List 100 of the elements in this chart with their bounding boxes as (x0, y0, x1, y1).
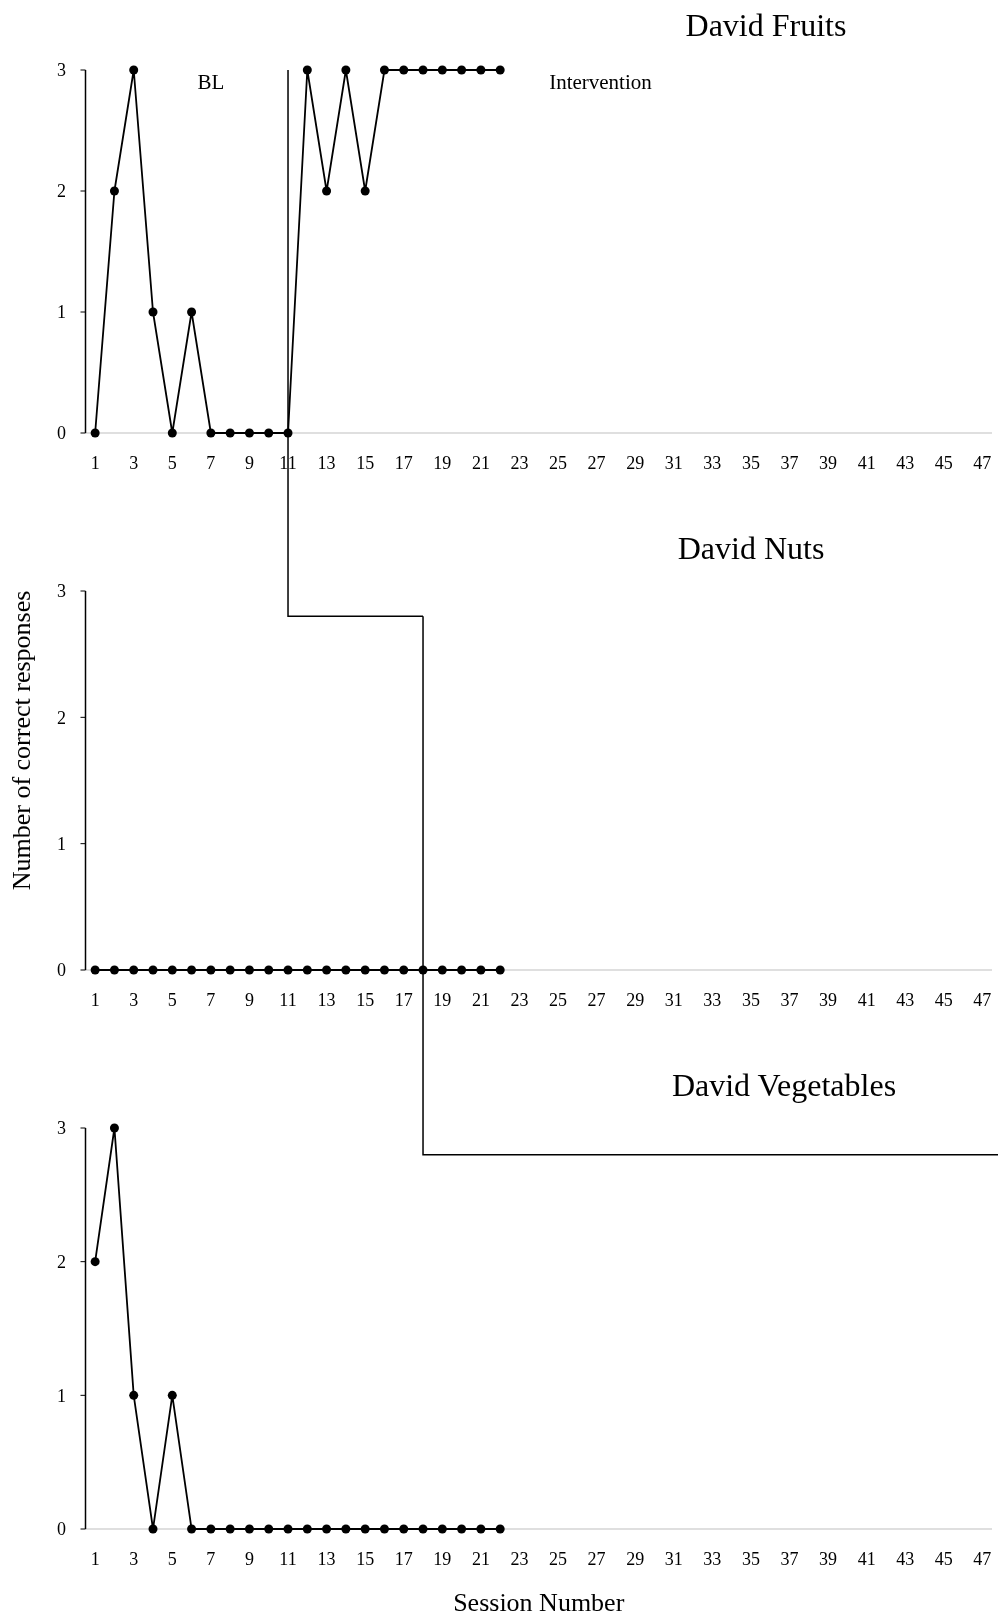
point (225, 1524, 235, 1534)
point (437, 1524, 447, 1534)
point (360, 186, 370, 196)
point (302, 1524, 312, 1534)
x-tick-label: 31 (664, 1549, 683, 1569)
x-tick-label: 39 (819, 990, 838, 1010)
point (495, 1524, 505, 1534)
point (457, 65, 467, 75)
x-tick-label: 3 (129, 1549, 139, 1569)
point (322, 1524, 332, 1534)
x-tick-label: 9 (244, 1549, 254, 1569)
point (167, 428, 177, 438)
annotation: BL (197, 70, 225, 95)
chart-title: David Nuts (677, 530, 825, 566)
x-tick-label: 15 (356, 1549, 375, 1569)
x-tick-label: 47 (973, 453, 992, 473)
x-tick-label: 37 (780, 990, 799, 1010)
y-tick-label: 1 (57, 1385, 66, 1406)
x-tick-label: 35 (741, 453, 760, 473)
point (379, 65, 389, 75)
x-tick-label: 21 (471, 453, 490, 473)
x-tick-label: 19 (433, 1549, 452, 1569)
y-tick-label: 3 (57, 581, 66, 602)
x-tick-label: 43 (896, 1549, 915, 1569)
point (399, 1524, 409, 1534)
x-tick-label: 11 (279, 990, 297, 1010)
x-tick-label: 23 (510, 1549, 529, 1569)
x-tick-label: 47 (973, 990, 992, 1010)
x-tick-label: 41 (857, 1549, 876, 1569)
point (148, 1524, 158, 1534)
x-tick-label: 41 (857, 990, 876, 1010)
x-tick-label: 11 (279, 1549, 297, 1569)
chart-title: David Vegetables (671, 1067, 897, 1103)
point (341, 65, 351, 75)
point (283, 1524, 293, 1534)
point (148, 307, 158, 317)
x-tick-label: 33 (703, 990, 722, 1010)
point (457, 1524, 467, 1534)
point (495, 65, 505, 75)
x-tick-label: 45 (934, 990, 953, 1010)
point (264, 1524, 274, 1534)
x-tick-label: 15 (356, 453, 375, 473)
x-tick-label: 41 (857, 453, 876, 473)
x-tick-label: 23 (510, 453, 529, 473)
y-axis-title: Number of correct responses (7, 590, 36, 891)
x-tick-label: 29 (626, 990, 645, 1010)
x-tick-label: 37 (780, 453, 799, 473)
point (129, 1390, 139, 1400)
point (206, 1524, 216, 1534)
x-tick-label: 47 (973, 1549, 992, 1569)
point (322, 186, 332, 196)
point (90, 428, 100, 438)
y-tick-label: 2 (57, 181, 66, 202)
point (167, 1390, 177, 1400)
x-tick-label: 3 (129, 453, 139, 473)
x-tick-label: 23 (510, 990, 529, 1010)
point (476, 65, 486, 75)
x-tick-label: 27 (587, 453, 606, 473)
x-tick-label: 25 (549, 453, 568, 473)
x-tick-label: 33 (703, 453, 722, 473)
point (109, 186, 119, 196)
x-tick-label: 27 (587, 1549, 606, 1569)
x-tick-label: 27 (587, 990, 606, 1010)
x-tick-label: 17 (394, 1549, 413, 1569)
point (437, 65, 447, 75)
x-tick-label: 35 (741, 990, 760, 1010)
point (206, 428, 216, 438)
x-tick-label: 19 (433, 990, 452, 1010)
x-tick-label: 31 (664, 990, 683, 1010)
y-tick-label: 2 (57, 707, 66, 728)
point (109, 1123, 119, 1133)
point (225, 428, 235, 438)
x-tick-label: 5 (167, 990, 177, 1010)
point (129, 65, 139, 75)
x-tick-label: 45 (934, 1549, 953, 1569)
point (379, 1524, 389, 1534)
x-tick-label: 7 (206, 453, 216, 473)
point (341, 1524, 351, 1534)
point (90, 1257, 100, 1267)
x-tick-label: 1 (90, 990, 100, 1010)
x-tick-label: 43 (896, 990, 915, 1010)
y-tick-label: 1 (57, 302, 66, 323)
y-tick-label: 0 (57, 423, 66, 444)
x-tick-label: 9 (244, 453, 254, 473)
point (418, 65, 428, 75)
x-tick-label: 9 (244, 990, 254, 1010)
x-tick-label: 29 (626, 453, 645, 473)
x-tick-label: 7 (206, 990, 216, 1010)
y-tick-label: 1 (57, 833, 66, 854)
point (244, 428, 254, 438)
point (360, 1524, 370, 1534)
x-tick-label: 3 (129, 990, 139, 1010)
chart-title: David Fruits (685, 7, 847, 43)
x-tick-label: 21 (471, 990, 490, 1010)
x-tick-label: 25 (549, 990, 568, 1010)
x-tick-label: 39 (819, 1549, 838, 1569)
x-tick-label: 13 (317, 1549, 336, 1569)
point (476, 1524, 486, 1534)
x-tick-label: 25 (549, 1549, 568, 1569)
x-tick-label: 1 (90, 453, 100, 473)
